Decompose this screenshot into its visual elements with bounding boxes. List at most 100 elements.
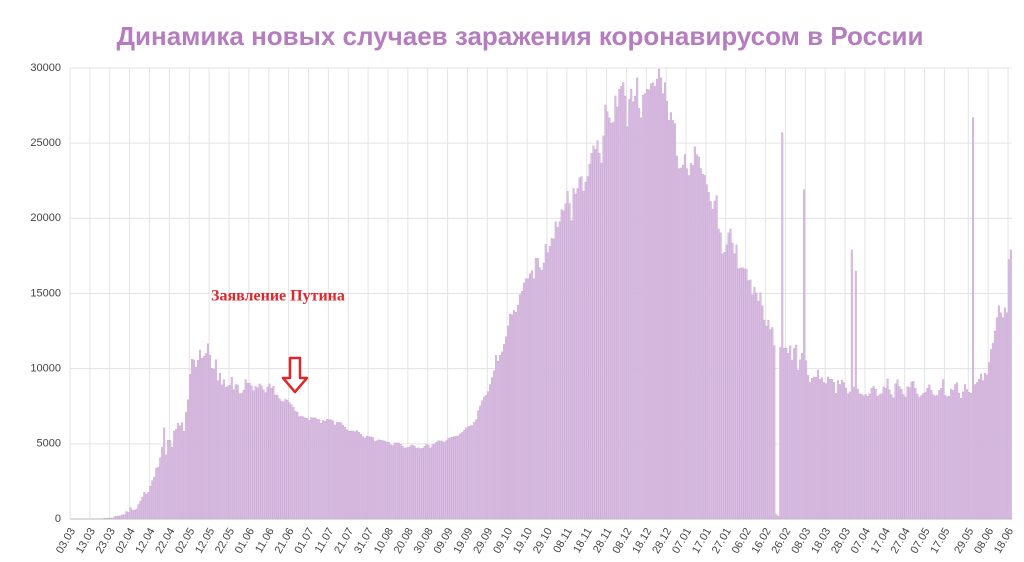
bar <box>826 376 829 520</box>
bar <box>316 419 319 520</box>
bar <box>532 278 535 520</box>
bar <box>753 287 756 520</box>
bar <box>447 438 450 520</box>
bar <box>173 430 176 520</box>
bar <box>840 379 843 520</box>
x-tick-label: 10.08 <box>372 526 396 556</box>
bar <box>805 360 808 520</box>
bar <box>727 232 730 520</box>
bar <box>509 313 511 520</box>
bar <box>987 362 990 520</box>
bar <box>870 387 873 520</box>
bar <box>888 389 891 520</box>
bar <box>528 273 531 520</box>
bar <box>443 442 446 520</box>
bar <box>860 394 863 520</box>
bar <box>149 485 152 520</box>
bar <box>974 384 977 520</box>
bar <box>306 418 309 520</box>
bar <box>622 82 625 520</box>
bar <box>361 436 364 520</box>
bar <box>377 439 380 520</box>
bar <box>799 359 802 520</box>
bar <box>844 387 847 520</box>
bar <box>999 312 1002 520</box>
bar <box>920 395 923 520</box>
bar <box>978 379 981 520</box>
bar <box>1001 317 1004 520</box>
bar <box>958 393 961 520</box>
bar <box>481 400 484 520</box>
bar <box>355 430 358 520</box>
bar <box>644 93 647 520</box>
bar <box>642 94 645 520</box>
bar <box>332 420 335 520</box>
bar <box>296 411 299 520</box>
bar <box>626 126 629 520</box>
bar <box>371 437 374 520</box>
bar <box>995 317 998 520</box>
bar <box>604 104 607 520</box>
bar <box>828 379 831 520</box>
bar <box>403 447 406 520</box>
bar <box>781 132 784 520</box>
x-tick-label: 01.06 <box>233 526 257 556</box>
bar <box>200 357 203 520</box>
bar <box>993 330 996 520</box>
x-tick-label: 18.03 <box>809 526 833 556</box>
bar <box>648 89 651 520</box>
bar <box>373 441 376 520</box>
bar <box>697 156 700 520</box>
bar <box>433 443 436 520</box>
x-tick-label: 30.08 <box>412 526 436 556</box>
bar <box>707 192 710 520</box>
bar <box>767 319 770 520</box>
bar <box>421 447 424 520</box>
bar <box>244 379 247 520</box>
bar <box>972 117 975 520</box>
bar <box>123 514 126 520</box>
bar <box>175 429 178 520</box>
bar <box>1007 259 1010 520</box>
bar <box>610 122 613 520</box>
bar <box>588 163 591 520</box>
bar <box>193 359 196 520</box>
bar <box>503 344 506 520</box>
bar <box>334 424 337 520</box>
bar <box>501 351 504 520</box>
bar <box>473 422 476 520</box>
bar <box>419 448 422 520</box>
bar <box>1009 249 1012 520</box>
x-tick-label: 08.12 <box>610 526 634 556</box>
bar <box>461 432 464 520</box>
bar <box>302 416 305 520</box>
bar <box>628 98 631 520</box>
bar <box>675 155 678 520</box>
bar <box>836 380 839 520</box>
bar <box>856 388 859 520</box>
y-tick-label: 25000 <box>30 137 61 149</box>
bar <box>350 430 353 520</box>
bar <box>598 153 601 520</box>
bar <box>367 436 370 520</box>
bar <box>266 386 269 520</box>
bar <box>196 360 199 520</box>
bar <box>691 164 694 520</box>
bar <box>250 385 253 520</box>
bar <box>552 238 555 520</box>
bar <box>884 387 887 520</box>
bar <box>906 386 909 520</box>
bar <box>1003 307 1006 520</box>
y-tick-label: 20000 <box>30 212 61 224</box>
bar <box>171 447 174 520</box>
bar <box>284 398 287 520</box>
bar <box>584 181 587 520</box>
bar <box>717 228 720 520</box>
bar <box>165 454 168 520</box>
bar <box>147 491 150 520</box>
bar <box>548 246 551 520</box>
bar <box>618 89 621 520</box>
bar <box>980 373 982 520</box>
bar <box>874 389 877 520</box>
